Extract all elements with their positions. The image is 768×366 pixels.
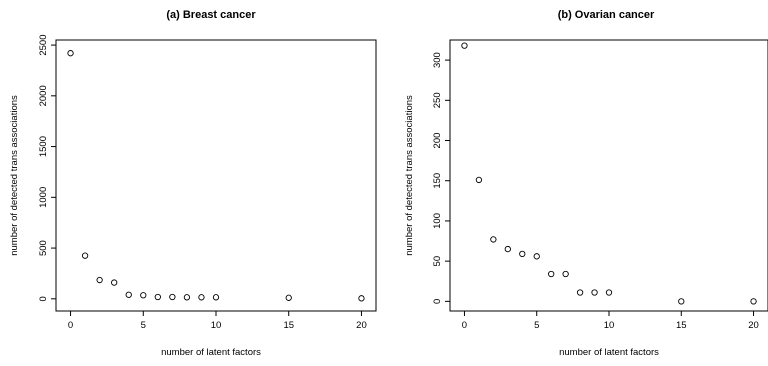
data-points [461, 42, 757, 305]
data-point [461, 42, 468, 49]
y-tick-label: 200 [432, 133, 443, 149]
data-point [212, 294, 220, 301]
y-tick-label: 1000 [38, 187, 49, 208]
data-point [358, 295, 365, 302]
y-axis-label: number of detected trans associations [9, 95, 20, 256]
x-tick-label: 5 [141, 320, 146, 331]
data-point [562, 270, 569, 278]
data-point [198, 294, 205, 301]
y-tick-label: 0 [38, 296, 49, 301]
data-point [504, 245, 511, 253]
data-point [475, 176, 483, 184]
x-axis-label: number of latent factors [161, 347, 261, 358]
data-point [183, 294, 191, 301]
y-tick-label: 500 [38, 240, 49, 256]
data-point [67, 50, 74, 57]
x-tick-label: 10 [604, 320, 615, 331]
data-point [490, 236, 497, 243]
y-axis-label: number of detected trans associations [404, 95, 415, 256]
x-tick-label: 15 [676, 320, 687, 331]
axis-ticks: 0 5 10 15 20 0 500 1000 1500 2000 2500 [38, 35, 367, 331]
chart-panel-ovarian-cancer: (b) Ovarian cancer 0 5 10 15 200501001502002… [404, 9, 768, 358]
y-tick-label: 150 [432, 173, 443, 189]
data-point [750, 298, 757, 305]
data-point [576, 289, 584, 296]
x-tick-label: 20 [748, 320, 759, 331]
y-tick-label: 50 [432, 256, 443, 267]
data-point [169, 293, 176, 301]
x-tick-label: 15 [283, 320, 294, 331]
data-point [81, 252, 89, 259]
x-tick-label: 0 [462, 320, 467, 331]
y-tick-label: 1500 [38, 136, 49, 157]
plot-frame [55, 39, 377, 312]
plot-frame [449, 39, 768, 312]
data-point [548, 270, 555, 278]
x-tick-label: 10 [211, 320, 222, 331]
data-point [591, 289, 598, 296]
data-point [533, 253, 540, 260]
x-tick-label: 20 [356, 320, 367, 331]
chart-panel-breast-cancer: (a) Breast cancer 0 5 10 15 20 0 500 1000 1500 20… [9, 9, 377, 358]
y-tick-label: 300 [432, 52, 443, 68]
x-tick-label: 0 [68, 320, 73, 331]
y-tick-label: 100 [432, 213, 443, 229]
data-point [140, 292, 147, 299]
data-point [125, 291, 132, 298]
data-point [154, 293, 161, 301]
data-point [519, 250, 526, 258]
y-tick-label: 250 [432, 92, 443, 108]
chart-title: (b) Ovarian cancer [558, 9, 655, 21]
data-point [678, 298, 685, 305]
data-point [111, 279, 118, 286]
y-tick-label: 0 [432, 299, 443, 304]
chart-title: (a) Breast cancer [166, 9, 256, 21]
y-tick-label: 2500 [38, 35, 49, 56]
data-point [285, 294, 292, 301]
data-point [96, 276, 103, 284]
data-points [67, 50, 365, 302]
y-tick-label: 2000 [38, 85, 49, 106]
x-tick-label: 5 [534, 320, 539, 331]
data-point [605, 289, 613, 296]
x-axis-label: number of latent factors [559, 347, 659, 358]
